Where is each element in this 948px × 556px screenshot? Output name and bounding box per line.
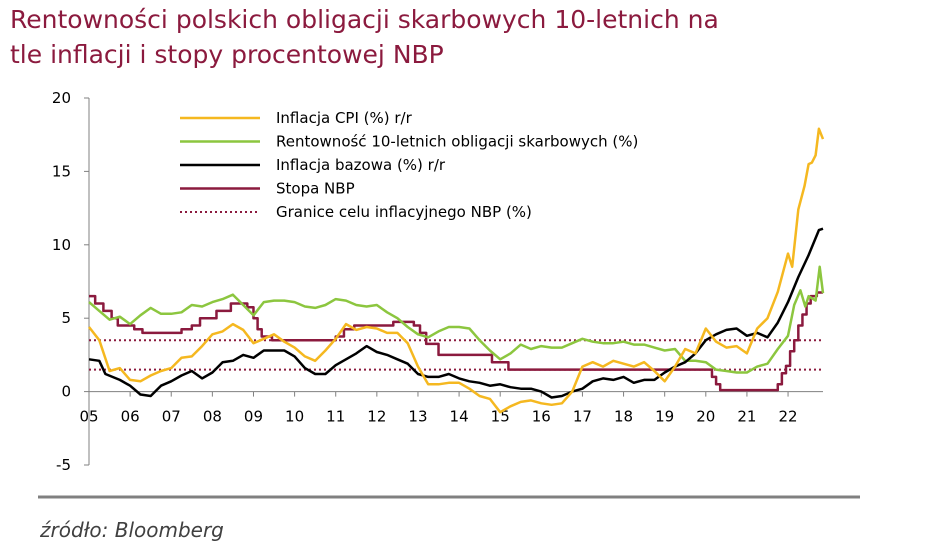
x-tick-label: 15	[491, 408, 510, 426]
series-line-rate	[89, 291, 823, 392]
legend-label: Rentowność 10-letnich obligacji skarbowy…	[276, 133, 638, 151]
chart-series	[88, 127, 825, 414]
y-tick-label: 10	[52, 236, 71, 254]
x-tick-label: 22	[779, 408, 798, 426]
x-tick-label: 13	[408, 408, 427, 426]
y-tick-label: 15	[52, 162, 71, 180]
source-note: źródło: Bloomberg	[40, 518, 224, 542]
x-tick-label: 17	[573, 408, 592, 426]
x-tick-label: 14	[450, 408, 469, 426]
y-tick-label: 0	[61, 383, 71, 401]
x-tick-label: 12	[367, 408, 386, 426]
chart-legend: Inflacja CPI (%) r/r Rentowność 10-letnic…	[180, 109, 638, 221]
x-tick-label: 10	[285, 408, 304, 426]
legend-label: Inflacja bazowa (%) r/r	[276, 156, 446, 174]
x-tick-label: 20	[696, 408, 715, 426]
series-line-cpi	[88, 127, 825, 414]
x-tick-label: 06	[121, 408, 140, 426]
x-tick-label: 07	[162, 408, 181, 426]
series-line-bond	[88, 265, 825, 374]
x-tick-label: 19	[655, 408, 674, 426]
legend-label: Granice celu inflacyjnego NBP (%)	[276, 203, 532, 221]
y-tick-label: 20	[52, 89, 71, 107]
y-tick-label: 5	[61, 309, 71, 327]
x-tick-label: 18	[614, 408, 633, 426]
legend-label: Stopa NBP	[276, 180, 355, 198]
x-tick-label: 08	[203, 408, 222, 426]
x-tick-label: 21	[737, 408, 756, 426]
chart-title-line-2: tle inflacji i stopy procentowej NBP	[10, 40, 444, 69]
legend-label: Inflacja CPI (%) r/r	[276, 109, 413, 127]
x-tick-label: 09	[244, 408, 263, 426]
chart-title-line-1: Rentowności polskich obligacji skarbowyc…	[10, 5, 719, 34]
x-tick-label: 16	[532, 408, 551, 426]
y-tick-label: -5	[56, 456, 71, 474]
series-line-core	[88, 227, 824, 399]
chart-title: Rentowności polskich obligacji skarbowyc…	[10, 2, 930, 72]
x-tick-label: 05	[79, 408, 98, 426]
x-tick-label: 11	[326, 408, 345, 426]
